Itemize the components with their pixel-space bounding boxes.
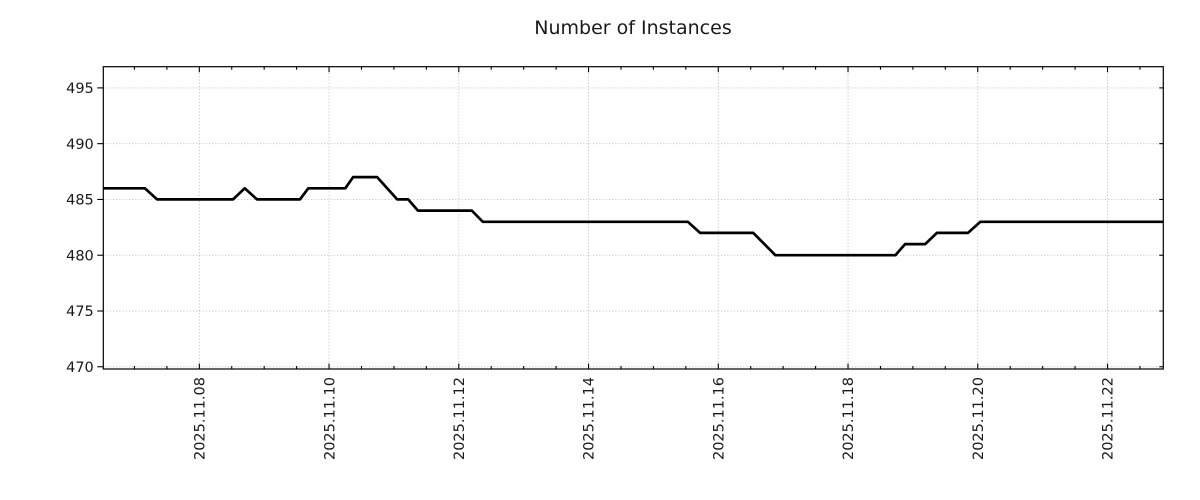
y-tick-label: 470 [66, 360, 94, 376]
instances-line [103, 175, 1164, 257]
ticks [97, 66, 1164, 369]
y-tick-label: 485 [66, 193, 94, 209]
x-tick-label: 2025.11.16 [711, 377, 727, 460]
y-tick-labels: 470 475 480 485 490 495 [66, 81, 94, 376]
y-tick-label: 480 [66, 248, 94, 264]
x-tick-label: 2025.11.10 [322, 377, 338, 460]
x-tick-label: 2025.11.18 [841, 377, 857, 460]
x-tick-label: 2025.11.12 [452, 377, 468, 460]
y-tick-label: 495 [66, 81, 94, 97]
x-tick-label: 2025.11.22 [1101, 377, 1117, 460]
y-tick-label: 490 [66, 137, 94, 153]
gridlines [103, 66, 1164, 369]
x-tick-label: 2025.11.20 [971, 377, 987, 460]
x-tick-label: 2025.11.08 [193, 377, 209, 460]
plot-area [102, 66, 1164, 370]
y-tick-label: 475 [66, 304, 94, 320]
x-tick-label: 2025.11.14 [582, 377, 598, 460]
chart-title: Number of Instances [534, 17, 732, 39]
x-tick-labels: 2025.11.08 2025.11.10 2025.11.12 2025.11.14… [193, 377, 1117, 460]
